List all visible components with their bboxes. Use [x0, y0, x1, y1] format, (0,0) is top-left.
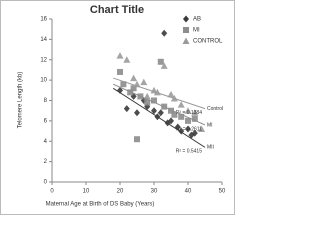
y-tick-label: 0: [44, 180, 48, 186]
point: [168, 117, 174, 125]
chart: Chart Title Maternal Age at Birth of DS …: [0, 0, 235, 215]
legend-marker: [183, 15, 189, 23]
x-tick-label: 20: [117, 189, 124, 195]
point: [151, 107, 157, 115]
x-tick-label: 10: [83, 189, 90, 195]
point: [178, 113, 185, 120]
legend-label: MI: [193, 28, 200, 34]
point: [123, 105, 130, 113]
point: [143, 92, 151, 100]
point: [171, 111, 178, 118]
x-axis-label: Maternal Age at Birth of DS Baby (Years): [46, 202, 155, 208]
legend-label: CONTROL: [193, 39, 223, 45]
point: [120, 81, 127, 88]
point: [127, 89, 134, 96]
x-tick-label: 0: [50, 189, 54, 195]
y-tick-label: 14: [40, 37, 47, 43]
point: [140, 78, 148, 86]
legend-marker: [183, 27, 189, 33]
r-squared-label: R² = 0.1384: [176, 110, 202, 116]
chart-title: Chart Title: [90, 4, 144, 16]
point: [184, 107, 192, 114]
point: [191, 109, 199, 116]
y-tick-label: 8: [44, 98, 48, 104]
trendline-label: MII: [207, 145, 214, 151]
point: [198, 125, 206, 133]
point: [168, 107, 174, 114]
point: [134, 109, 140, 117]
r-squared-label: R² = 0.5415: [176, 149, 202, 155]
y-tick-label: 4: [44, 139, 48, 145]
point: [185, 117, 191, 124]
point: [157, 58, 164, 65]
r-squared-label: R² = 0.2611: [176, 126, 202, 132]
point: [191, 115, 198, 122]
legend-label: AB: [193, 17, 201, 23]
point: [191, 129, 198, 137]
point: [134, 136, 140, 143]
point: [185, 125, 191, 133]
chart-frame: [0, 0, 235, 215]
x-tick-label: 40: [185, 189, 192, 195]
point: [150, 86, 158, 94]
trendline: [112, 83, 206, 126]
y-tick-label: 12: [40, 57, 47, 63]
point: [177, 101, 185, 108]
y-tick-label: 6: [44, 118, 48, 124]
trendline-label: Control: [207, 106, 223, 112]
y-tick-label: 16: [40, 17, 47, 23]
point: [130, 74, 138, 82]
point: [117, 68, 123, 75]
point: [160, 62, 168, 69]
point: [123, 56, 131, 63]
point: [144, 99, 151, 106]
point: [161, 29, 168, 37]
x-tick-label: 50: [219, 189, 226, 195]
y-axis-label: Telomere Length (kb): [18, 72, 24, 129]
y-tick-label: 10: [40, 78, 47, 84]
trendline-label: MI: [207, 122, 213, 128]
x-tick-label: 30: [151, 189, 158, 195]
y-tick-label: 2: [44, 159, 48, 165]
point: [157, 109, 164, 117]
trendline: [113, 77, 206, 110]
point: [116, 52, 124, 59]
point: [151, 97, 157, 104]
legend-marker: [182, 37, 190, 44]
point: [130, 85, 137, 92]
point: [167, 90, 175, 98]
trendline: [112, 87, 206, 148]
